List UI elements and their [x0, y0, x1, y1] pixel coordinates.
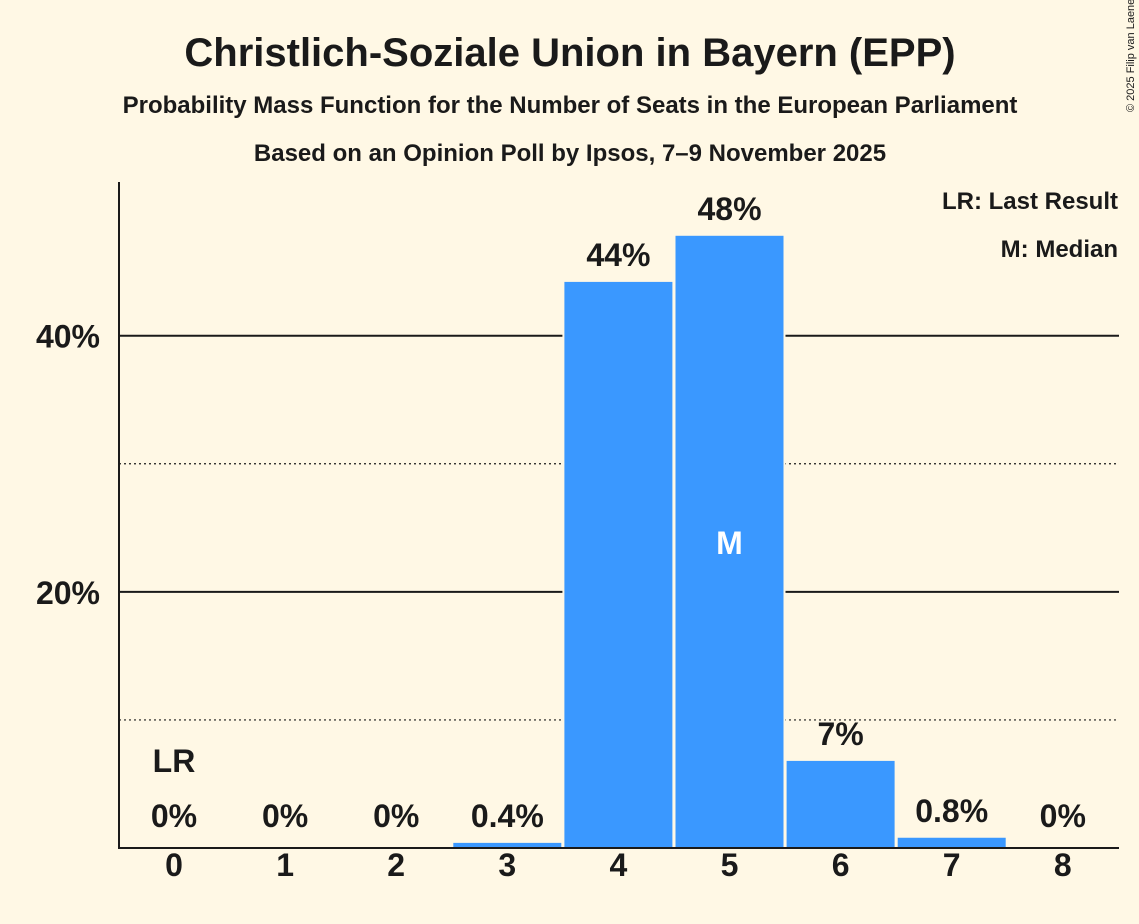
- chart-subtitle: Probability Mass Function for the Number…: [123, 92, 1018, 119]
- value-label: 0%: [151, 798, 197, 834]
- x-tick-label: 0: [165, 847, 183, 883]
- value-label: 44%: [586, 237, 650, 273]
- median-marker: M: [716, 525, 743, 561]
- copyright-notice: © 2025 Filip van Laenen: [1125, 0, 1137, 112]
- x-tick-label: 4: [610, 847, 628, 883]
- x-tick-label: 8: [1054, 847, 1072, 883]
- bar-labels: 20%40%00%10%20%30.4%444%548%67%70.8%80%L…: [36, 191, 1086, 883]
- value-label: 0.4%: [471, 798, 544, 834]
- bars: [451, 233, 1008, 849]
- value-label: 0%: [262, 798, 308, 834]
- x-tick-label: 6: [832, 847, 850, 883]
- chart-subtitle-source: Based on an Opinion Poll by Ipsos, 7–9 N…: [254, 140, 886, 167]
- chart-title: Christlich-Soziale Union in Bayern (EPP): [184, 31, 955, 75]
- x-tick-label: 1: [276, 847, 294, 883]
- value-label: 7%: [817, 716, 863, 752]
- y-tick-label: 40%: [36, 319, 100, 355]
- value-label: 48%: [697, 191, 761, 227]
- x-tick-label: 5: [721, 847, 739, 883]
- value-label: 0%: [373, 798, 419, 834]
- legend-last-result: LR: Last Result: [942, 188, 1118, 215]
- x-tick-label: 3: [498, 847, 516, 883]
- bar-seat-7: [897, 837, 1006, 848]
- bar-seat-3: [453, 842, 562, 848]
- x-tick-label: 2: [387, 847, 405, 883]
- legend-median: M: Median: [1001, 236, 1118, 263]
- bar-seat-5: [675, 235, 784, 849]
- value-label: 0%: [1040, 798, 1086, 834]
- bar-seat-4: [564, 281, 673, 848]
- x-tick-label: 7: [943, 847, 961, 883]
- y-tick-label: 20%: [36, 575, 100, 611]
- last-result-marker: LR: [153, 743, 196, 779]
- bar-seat-6: [786, 760, 895, 848]
- value-label: 0.8%: [915, 793, 988, 829]
